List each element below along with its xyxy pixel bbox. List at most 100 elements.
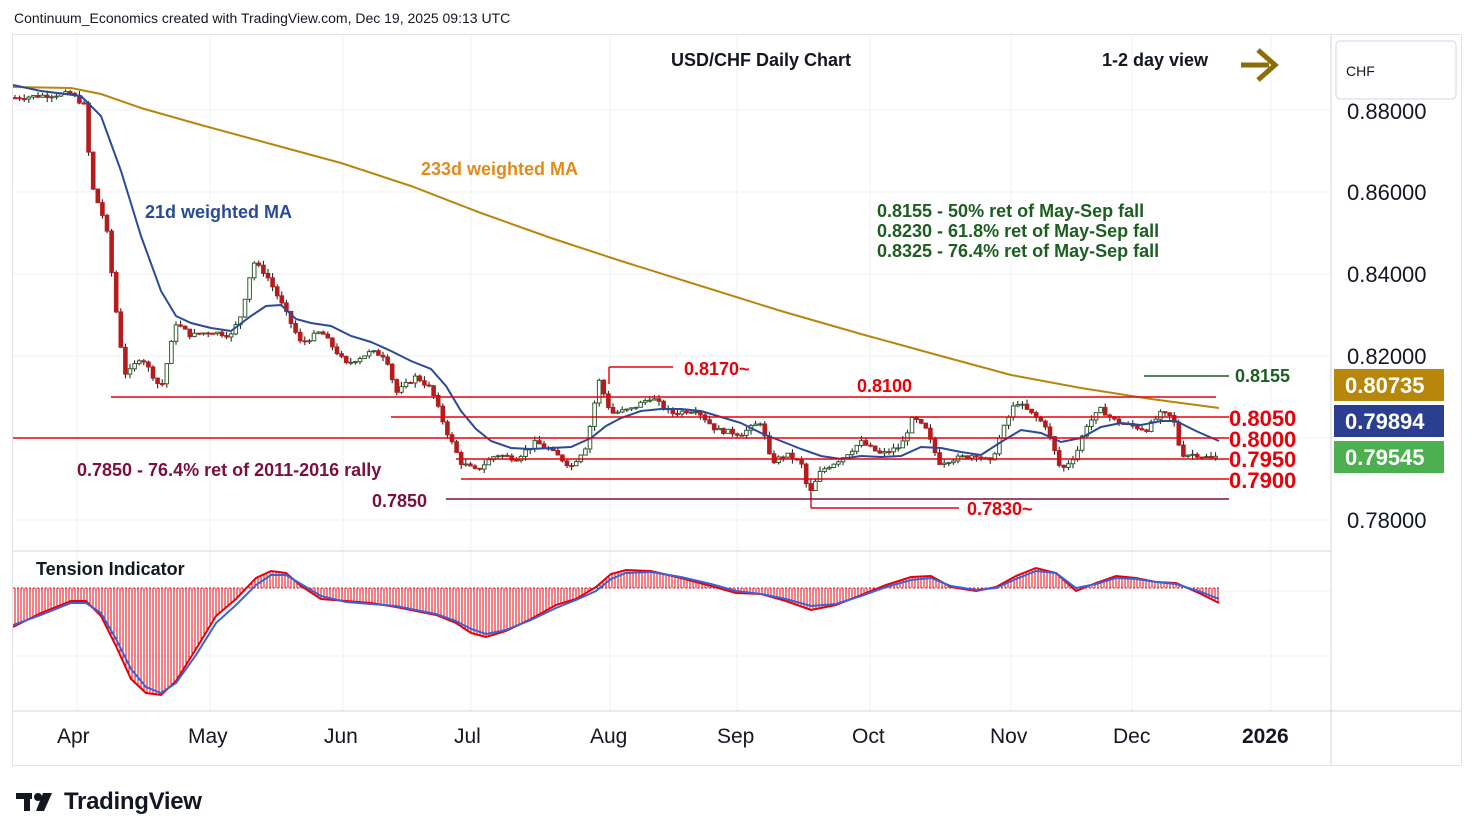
candle-body — [592, 402, 597, 427]
candle-body — [1135, 425, 1140, 430]
candle-body — [297, 331, 303, 342]
x-tick-2026: 2026 — [1242, 725, 1289, 748]
candle-body — [1029, 408, 1034, 414]
candle-body — [26, 96, 32, 100]
candle-body — [394, 379, 400, 393]
candle-body — [228, 333, 234, 338]
candle-body — [118, 311, 124, 348]
candle-body — [1093, 412, 1099, 421]
candle-body — [1139, 428, 1145, 431]
candle-body — [978, 456, 984, 459]
candle-body — [265, 272, 271, 279]
candle-body — [1176, 421, 1182, 446]
candle-body — [35, 94, 41, 98]
candle-body — [1208, 455, 1214, 459]
candle-body — [408, 382, 413, 385]
candle-body — [81, 102, 87, 105]
candle-body — [550, 448, 556, 451]
x-tick-dec: Dec — [1113, 725, 1150, 748]
candle-body — [21, 98, 27, 101]
indicator-slow-line — [12, 569, 1220, 695]
candle-body — [150, 366, 156, 379]
candle-body — [293, 322, 298, 333]
candle-body — [831, 463, 837, 468]
candle-body — [95, 188, 101, 204]
indicator-histogram — [14, 568, 1219, 695]
candle-body — [688, 411, 694, 414]
candle-body — [196, 332, 202, 335]
candle-body — [205, 332, 211, 335]
candle-body — [946, 462, 952, 465]
candle-body — [339, 353, 344, 357]
candle-body — [1213, 455, 1218, 459]
candle-body — [610, 406, 616, 414]
chart-frame[interactable]: USD/CHF Daily Chart 1-2 day view 233d we… — [12, 34, 1462, 766]
candle-body — [334, 346, 340, 355]
candle-body — [132, 363, 137, 370]
chart-svg[interactable]: USD/CHF Daily Chart 1-2 day view 233d we… — [12, 35, 1461, 765]
level-label-8050: 0.8050 — [1229, 406, 1296, 431]
candle-body — [711, 423, 717, 431]
candle-body — [1010, 405, 1016, 418]
candle-body — [17, 97, 22, 100]
candle-body — [730, 428, 735, 435]
candle-body — [859, 440, 864, 446]
candle-body — [909, 417, 915, 434]
candle-body — [721, 427, 726, 434]
candle-body — [123, 346, 128, 375]
candle-body — [537, 440, 542, 445]
badge-price-value: 0.79545 — [1345, 445, 1425, 470]
candle-body — [357, 358, 363, 363]
candle-body — [417, 375, 423, 382]
candle-body — [86, 102, 91, 153]
candle-body — [169, 340, 174, 365]
candle-body — [104, 214, 110, 232]
candle-body — [785, 452, 791, 458]
candle-body — [656, 398, 662, 402]
candle-body — [251, 262, 257, 279]
candle-body — [1098, 406, 1103, 414]
candle-body — [1070, 459, 1076, 465]
candle-body — [343, 355, 349, 363]
candle-body — [1144, 429, 1149, 432]
candle-body — [247, 277, 252, 300]
candle-body — [288, 310, 294, 324]
candle-body — [790, 452, 795, 460]
candle-body — [868, 444, 873, 447]
candle-body — [192, 332, 197, 338]
candle-body — [629, 407, 634, 410]
y-tick-082: 0.82000 — [1347, 344, 1427, 369]
candle-body — [348, 361, 354, 364]
x-tick-may: May — [188, 725, 228, 748]
candle-body — [886, 451, 892, 454]
candle-body — [210, 332, 216, 335]
candle-body — [762, 423, 768, 437]
candle-body — [606, 393, 611, 408]
candle-body — [817, 470, 823, 482]
candle-body — [311, 332, 317, 342]
candle-body — [279, 295, 285, 304]
currency-box[interactable] — [1335, 40, 1457, 100]
ma233-label: 233d weighted MA — [421, 159, 578, 179]
candle-body — [178, 324, 183, 327]
candle-body — [164, 363, 170, 385]
tradingview-logo[interactable]: TradingView — [16, 788, 202, 816]
candles — [12, 89, 1218, 495]
candle-body — [274, 286, 280, 297]
candle-body — [320, 331, 326, 335]
y-tick-086: 0.86000 — [1347, 180, 1427, 205]
candle-body — [224, 335, 229, 338]
candle-body — [1148, 421, 1154, 432]
label-8170: 0.8170~ — [684, 359, 750, 379]
level-label-8000: 0.8000 — [1229, 427, 1296, 452]
indicator-label: Tension Indicator — [36, 559, 185, 579]
candle-body — [974, 455, 979, 458]
candle-body — [615, 411, 620, 414]
candle-body — [1001, 424, 1007, 439]
candle-body — [1190, 453, 1195, 456]
candle-body — [100, 202, 105, 216]
candle-body — [633, 406, 639, 409]
candle-body — [159, 383, 165, 386]
candle-body — [900, 440, 906, 449]
candle-body — [403, 382, 409, 388]
